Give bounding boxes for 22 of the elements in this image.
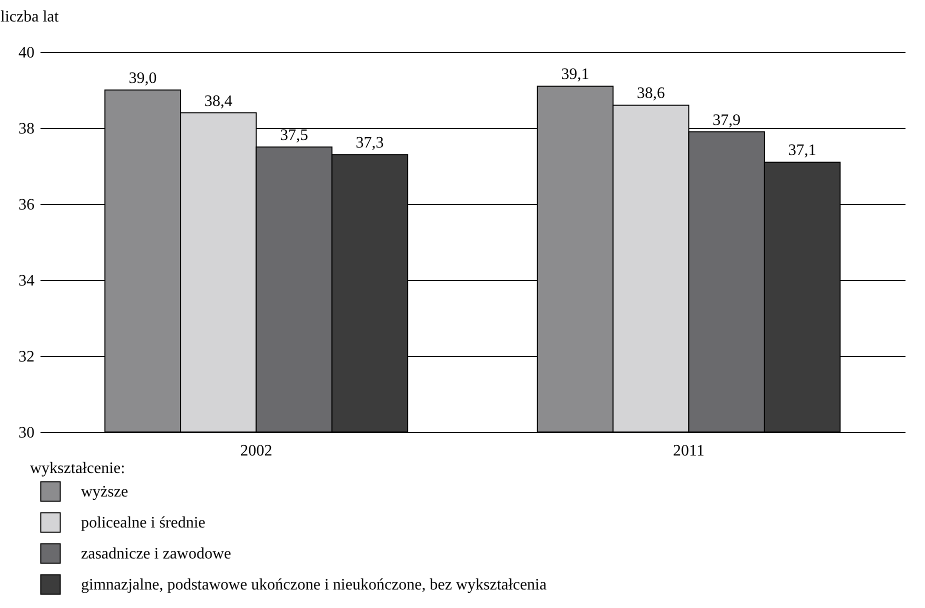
legend-label: policealne i średnie [81,514,206,532]
y-tick-label: 30 [18,424,34,442]
y-tick-label: 34 [18,272,34,290]
x-tick-label: 2002 [240,442,272,460]
y-tick-label: 36 [18,196,34,214]
y-tick-label: 40 [18,44,34,62]
legend-title: wykształcenie: [30,460,126,477]
data-label: 39,0 [128,70,157,87]
data-label: 37,9 [712,112,741,129]
data-label: 37,3 [356,134,384,152]
data-label: 37,1 [788,142,816,160]
data-label: 39,1 [561,66,590,84]
data-label: 37,5 [280,127,308,144]
y-tick-label: 32 [18,348,34,366]
data-label: 38,4 [204,92,232,110]
y-tick-label: 38 [18,120,34,138]
x-tick-label: 2011 [673,442,704,460]
data-label: 38,6 [636,85,665,102]
legend-label: zasadnicze i zawodowe [81,546,232,562]
legend-label: gimnazjalne, podstawowe ukończone i nieukończone, bez wykształcenia [81,576,547,594]
legend-label: wyższe [81,484,128,500]
y-axis-title: liczba lat [0,8,60,26]
